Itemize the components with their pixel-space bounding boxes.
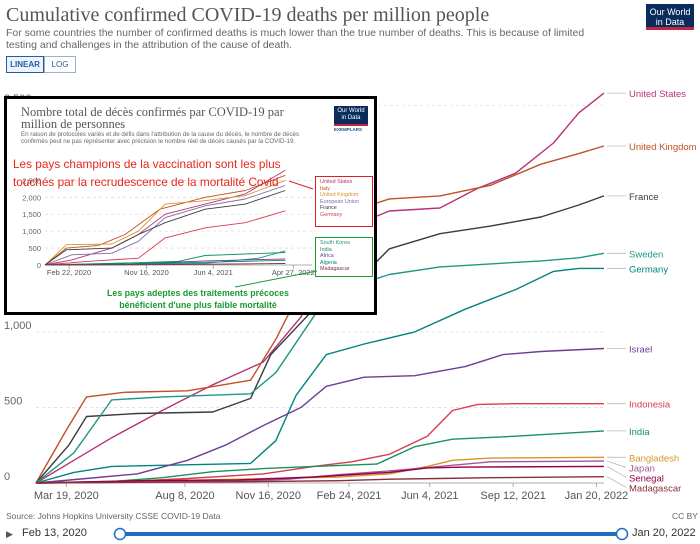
inset-y-tick-label: 2,000 xyxy=(22,193,41,202)
inset-green-pointer xyxy=(234,270,318,288)
inset-logo-sub: EXEMPLARS xyxy=(334,127,363,132)
inset-chart: 0 500 1,000 1,500 2,000 2,500 Feb 22, 2020 Nov … xyxy=(22,169,318,288)
group-item-madagascar: Madagascar xyxy=(320,266,350,273)
logo-bar xyxy=(646,27,694,30)
log-scale-button[interactable]: LOG xyxy=(44,56,76,73)
series-end-label-united-kingdom: United Kingdom xyxy=(629,142,697,153)
inset-series-line-madagascar xyxy=(44,263,286,266)
y-tick-label: 1,000 xyxy=(4,320,32,332)
inset-y-tick-label: 1,000 xyxy=(22,227,41,236)
x-tick-label: Nov 16, 2020 xyxy=(236,490,301,502)
red-annotation-line2: touchés par la recrudescence de la morta… xyxy=(13,175,279,189)
inset-logo-line2: in Data xyxy=(341,115,361,121)
inset-series-line-united-kingdom xyxy=(44,179,286,266)
inset-logo-line1: Our World xyxy=(337,108,365,114)
x-tick-label: Feb 24, 2021 xyxy=(317,490,382,502)
series-line-israel xyxy=(35,347,605,484)
play-icon[interactable]: ▶ xyxy=(6,529,13,539)
group-item-india: India xyxy=(320,246,332,253)
x-tick-label: Mar 19, 2020 xyxy=(34,490,99,502)
inset-y-tick-label: 0 xyxy=(37,261,41,270)
inset-series-line-united-states xyxy=(44,169,286,266)
inset-title: Nombre total de décès confirmés par COVI… xyxy=(21,105,284,131)
series-line-japan xyxy=(35,460,605,484)
license-label: CC BY xyxy=(672,511,698,521)
green-group-box: South Korea India Africa Algeria Madagascar xyxy=(315,237,373,277)
y-tick-label: 500 xyxy=(4,395,22,407)
group-item-united-kingdom: United Kingdom xyxy=(320,192,359,199)
red-annotation-line1: Les pays champions de la vaccination son… xyxy=(13,157,281,171)
series-label-connector xyxy=(606,460,627,468)
series-end-label-germany: Germany xyxy=(629,264,668,275)
timeline-start-label: Feb 13, 2020 xyxy=(22,527,87,539)
series-end-label-israel: Israel xyxy=(629,345,652,356)
series-end-label-india: India xyxy=(629,427,650,438)
inset-series-line-italy xyxy=(44,174,286,266)
series-end-label-united-states: United States xyxy=(629,89,686,100)
inset-x-tick-label: Feb 22, 2020 xyxy=(47,268,91,277)
green-annotation: Les pays adeptes des traitements précoce… xyxy=(107,288,289,310)
inset-x-tick-label: Jun 4, 2021 xyxy=(194,268,233,277)
logo-line1: Our World xyxy=(649,7,691,17)
group-item-italy: Italy xyxy=(320,185,330,192)
timeline-end-label: Jan 20, 2022 xyxy=(632,527,696,539)
group-item-germany: Germany xyxy=(320,211,343,218)
group-item-united-states: United States xyxy=(320,179,353,185)
series-end-label-senegal: Senegal xyxy=(629,473,664,484)
inset-red-pointer xyxy=(288,180,314,190)
timeline-start-handle[interactable] xyxy=(113,527,127,541)
x-tick-label: Aug 8, 2020 xyxy=(155,490,214,502)
series-end-label-indonesia: Indonesia xyxy=(629,400,671,411)
group-item-algeria: Algeria xyxy=(320,259,337,266)
series-end-label-france: France xyxy=(629,192,659,203)
owid-logo[interactable]: Our World in Data xyxy=(646,4,694,30)
series-label-connector xyxy=(606,466,627,478)
logo-line2: in Data xyxy=(655,17,685,27)
inset-x-tick-label: Apr 27, 2022 xyxy=(272,268,315,277)
red-annotation: Les pays champions de la vaccination son… xyxy=(13,155,281,191)
series-label-connector xyxy=(606,476,627,488)
inset-y-tick-label: 1,500 xyxy=(22,210,41,219)
inset-chart-panel: Nombre total de décès confirmés par COVI… xyxy=(4,96,377,315)
inset-subtitle: En raison de protocoles variés et de déf… xyxy=(21,131,300,145)
inset-x-tick-label: Nov 16, 2020 xyxy=(124,268,169,277)
group-item-european-union: European Union xyxy=(320,198,359,205)
inset-owid-logo: Our World in Data xyxy=(334,106,368,126)
series-end-label-madagascar: Madagascar xyxy=(629,483,681,494)
series-end-label-japan: Japan xyxy=(629,463,655,474)
inset-series-line-india xyxy=(44,252,286,266)
series-line-senegal xyxy=(35,465,605,484)
source-note: Source: Johns Hopkins University CSSE CO… xyxy=(6,511,221,521)
series-line-indonesia xyxy=(35,403,604,484)
group-item-south-korea: South Korea xyxy=(320,240,350,246)
inset-logo-bar xyxy=(334,124,368,126)
x-tick-label: Sep 12, 2021 xyxy=(480,490,545,502)
y-tick-label: 0 xyxy=(4,471,10,483)
series-line-india xyxy=(35,430,605,484)
group-item-france: France xyxy=(320,205,337,212)
inset-series-line-european-union xyxy=(44,185,286,266)
inset-y-tick-label: 500 xyxy=(28,244,41,253)
x-tick-label: Jan 20, 2022 xyxy=(565,490,629,502)
series-line-madagascar xyxy=(35,476,605,484)
series-end-label-bangladesh: Bangladesh xyxy=(629,453,679,464)
inset-series-line-france xyxy=(44,190,286,266)
timeline-end-handle[interactable] xyxy=(615,527,629,541)
inset-y-tick-label: 2,500 xyxy=(22,176,41,185)
inset-series-line-germany xyxy=(44,210,286,266)
series-end-label-sweden: Sweden xyxy=(629,249,663,260)
red-group-box: United States Italy United Kingdom European… xyxy=(315,176,373,227)
x-tick-label: Jun 4, 2021 xyxy=(401,490,459,502)
series-line-germany xyxy=(35,267,604,484)
chart-subtitle: For some countries the number of confirm… xyxy=(6,27,585,51)
linear-scale-button[interactable]: LINEAR xyxy=(6,56,44,73)
chart-title: Cumulative confirmed COVID-19 deaths per… xyxy=(6,4,490,26)
group-item-africa: Africa xyxy=(320,253,334,260)
